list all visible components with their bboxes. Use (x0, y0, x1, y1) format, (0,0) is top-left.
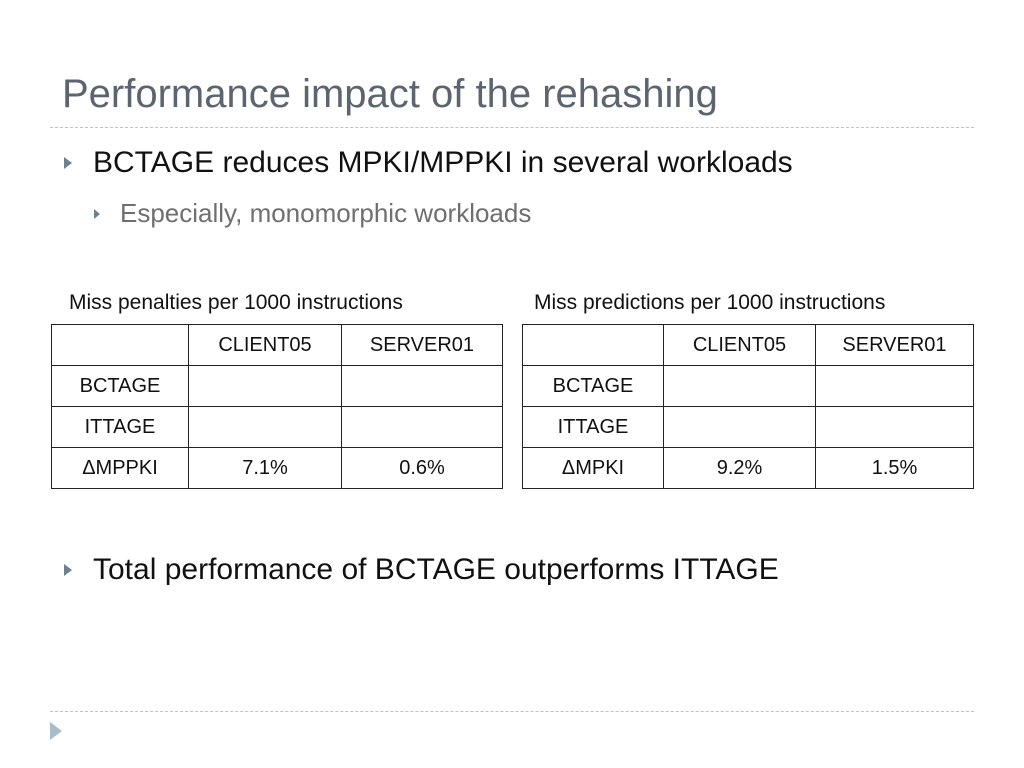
table-cell: 9.2% (663, 447, 816, 489)
header-cell: CLIENT05 (188, 324, 342, 366)
table-cell (341, 406, 503, 448)
miss-predictions-table: CLIENT05 SERVER01 BCTAGE ITTAGE ΔMPKI 9.… (522, 324, 974, 489)
triangle-right-icon (64, 157, 72, 169)
next-slide-icon[interactable] (50, 722, 62, 740)
table-cell (341, 365, 503, 407)
table-row: BCTAGE (51, 365, 503, 407)
table-cell: BCTAGE (522, 365, 664, 407)
slide-title: Performance impact of the rehashing (62, 72, 718, 116)
table-row: ITTAGE (51, 406, 503, 448)
table-cell: ΔMPPKI (51, 447, 189, 489)
sub-bullet-text: Especially, monomorphic workloads (120, 198, 532, 228)
table-cell: ΔMPKI (522, 447, 664, 489)
table-cell (815, 406, 974, 448)
header-cell: CLIENT05 (663, 324, 816, 366)
triangle-right-icon (94, 208, 100, 219)
table-row: ΔMPKI 9.2% 1.5% (522, 447, 974, 489)
footer-divider (50, 711, 974, 712)
table-cell (188, 406, 342, 448)
table-cell: ITTAGE (51, 406, 189, 448)
sub-bullet-item: Especially, monomorphic workloads (94, 198, 531, 229)
table-row: ITTAGE (522, 406, 974, 448)
table-header-row: CLIENT05 SERVER01 (51, 324, 503, 366)
triangle-right-icon (64, 564, 72, 576)
bullet-text: Total performance of BCTAGE outperforms … (93, 553, 779, 586)
title-divider (50, 127, 974, 128)
table-cell (188, 365, 342, 407)
table-caption: Miss predictions per 1000 instructions (534, 291, 886, 314)
table-header-row: CLIENT05 SERVER01 (522, 324, 974, 366)
table-cell: BCTAGE (51, 365, 189, 407)
bullet-item: BCTAGE reduces MPKI/MPPKI in several wor… (64, 146, 793, 180)
table-cell: ITTAGE (522, 406, 664, 448)
table-row: ΔMPPKI 7.1% 0.6% (51, 447, 503, 489)
header-cell (522, 324, 664, 366)
miss-penalties-table: CLIENT05 SERVER01 BCTAGE ITTAGE ΔMPPKI 7… (51, 324, 503, 489)
header-cell: SERVER01 (815, 324, 974, 366)
table-row: BCTAGE (522, 365, 974, 407)
table-cell: 0.6% (341, 447, 503, 489)
header-cell: SERVER01 (341, 324, 503, 366)
header-cell (51, 324, 189, 366)
table-cell: 1.5% (815, 447, 974, 489)
table-cell (815, 365, 974, 407)
bullet-text: BCTAGE reduces MPKI/MPPKI in several wor… (93, 146, 793, 179)
table-cell (663, 365, 816, 407)
table-caption: Miss penalties per 1000 instructions (69, 291, 403, 314)
table-cell (663, 406, 816, 448)
table-cell: 7.1% (188, 447, 342, 489)
bullet-item: Total performance of BCTAGE outperforms … (64, 553, 779, 587)
